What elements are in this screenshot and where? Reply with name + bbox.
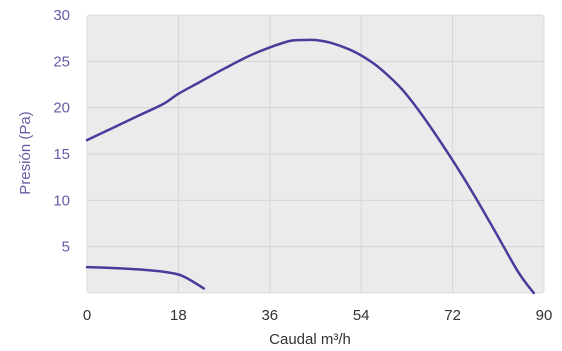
series-line-1: [85, 38, 536, 295]
y-tick-label: 10: [53, 192, 70, 209]
x-axis-ticks: 0 18 36 54 72 90: [83, 307, 553, 324]
series-line-2: [85, 265, 206, 290]
x-tick-label: 54: [353, 307, 370, 324]
y-tick-label: 25: [53, 53, 70, 70]
y-tick-label: 30: [53, 7, 70, 24]
x-tick-label: 36: [261, 307, 278, 324]
y-tick-label: 15: [53, 146, 70, 163]
series-lines: [85, 38, 536, 295]
x-axis-label: Caudal m³/h: [269, 331, 351, 348]
y-tick-label: 5: [62, 239, 70, 256]
y-tick-label: 20: [53, 100, 70, 117]
x-tick-label: 18: [170, 307, 187, 324]
grid-lines: [87, 15, 544, 293]
x-tick-label: 0: [83, 307, 91, 324]
x-tick-label: 90: [536, 307, 553, 324]
y-axis-ticks: 5 10 15 20 25 30: [53, 7, 70, 256]
x-tick-label: 72: [444, 307, 461, 324]
y-axis-label: Presión (Pa): [17, 111, 34, 194]
